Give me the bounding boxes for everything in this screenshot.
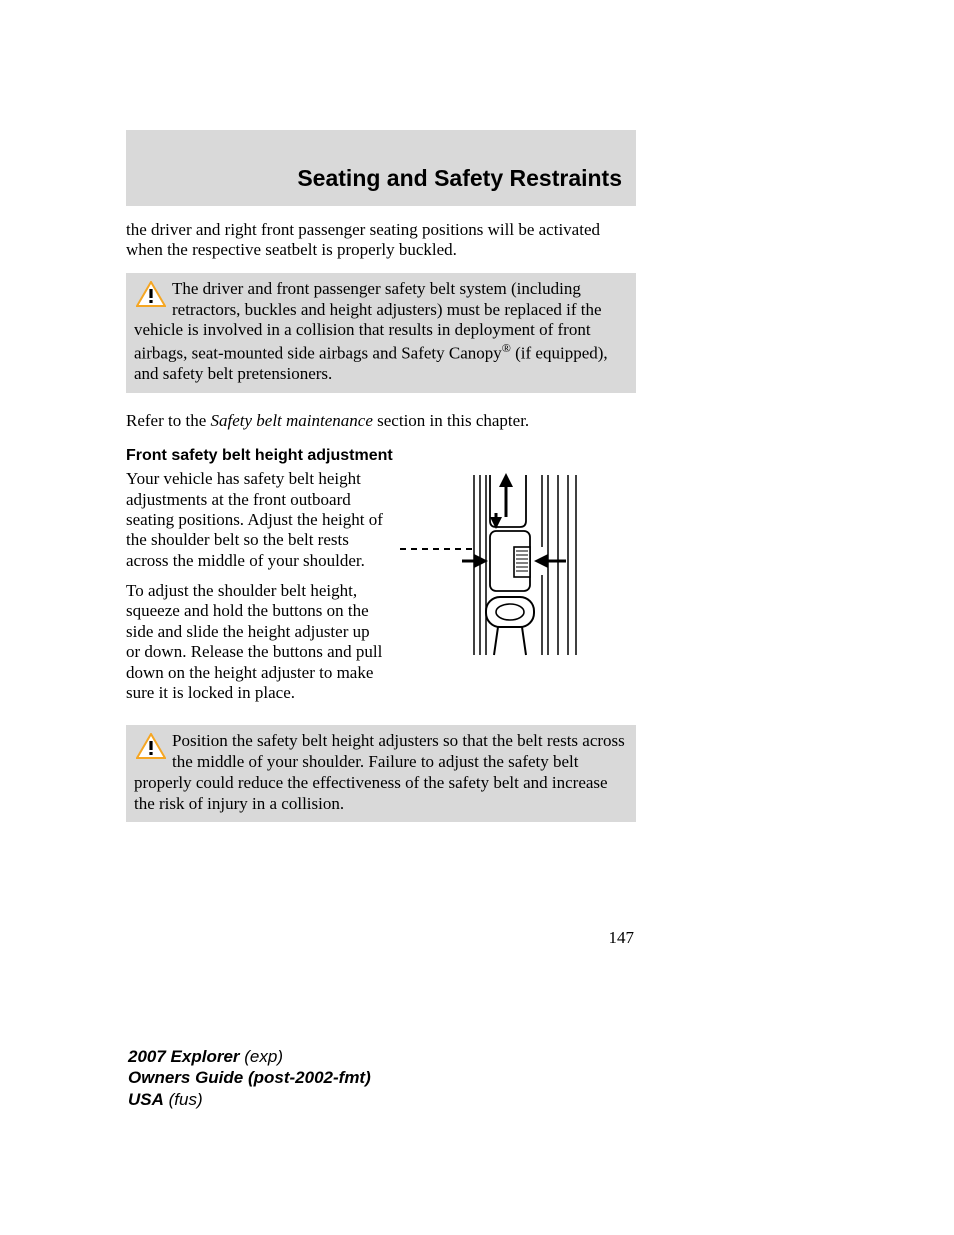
registered-mark: ®	[502, 341, 511, 355]
footer-line-3: USA (fus)	[128, 1089, 371, 1110]
footer-market-code: (fus)	[169, 1090, 203, 1109]
height-adjust-row: Your vehicle has safety belt height adju…	[126, 469, 636, 713]
refer-after: section in this chapter.	[373, 411, 529, 430]
refer-line: Refer to the Safety belt maintenance sec…	[126, 411, 636, 431]
footer-market: USA	[128, 1090, 164, 1109]
height-adjust-figure	[398, 469, 630, 657]
seatbelt-height-diagram	[398, 469, 630, 657]
footer-block: 2007 Explorer (exp) Owners Guide (post-2…	[128, 1046, 371, 1110]
section-heading: Front safety belt height adjustment	[126, 447, 636, 465]
adjust-para-2: To adjust the shoulder belt height, sque…	[126, 581, 384, 703]
page: Seating and Safety Restraints the driver…	[0, 0, 954, 1235]
refer-italic: Safety belt maintenance	[211, 411, 373, 430]
warning-2-text: Position the safety belt height adjuster…	[134, 731, 625, 812]
footer-model: 2007 Explorer	[128, 1047, 240, 1066]
continuation-paragraph: the driver and right front passenger sea…	[126, 220, 636, 261]
warning-1-body: The driver and front passenger safety be…	[134, 279, 628, 385]
warning-triangle-icon	[136, 281, 166, 307]
footer-line-2: Owners Guide (post-2002-fmt)	[128, 1067, 371, 1088]
height-adjust-text: Your vehicle has safety belt height adju…	[126, 469, 384, 713]
warning-box-2: Position the safety belt height adjuster…	[126, 725, 636, 822]
adjust-para-1: Your vehicle has safety belt height adju…	[126, 469, 384, 571]
refer-before: Refer to the	[126, 411, 211, 430]
warning-2-body: Position the safety belt height adjuster…	[134, 731, 628, 814]
content-area: the driver and right front passenger sea…	[126, 220, 636, 840]
warning-triangle-icon	[136, 733, 166, 759]
chapter-header-band: Seating and Safety Restraints	[126, 130, 636, 206]
footer-guide: Owners Guide (post-2002-fmt)	[128, 1068, 371, 1087]
footer-line-1: 2007 Explorer (exp)	[128, 1046, 371, 1067]
page-number: 147	[609, 928, 635, 948]
warning-box-1: The driver and front passenger safety be…	[126, 273, 636, 393]
footer-model-code: (exp)	[244, 1047, 283, 1066]
chapter-title: Seating and Safety Restraints	[297, 165, 622, 192]
